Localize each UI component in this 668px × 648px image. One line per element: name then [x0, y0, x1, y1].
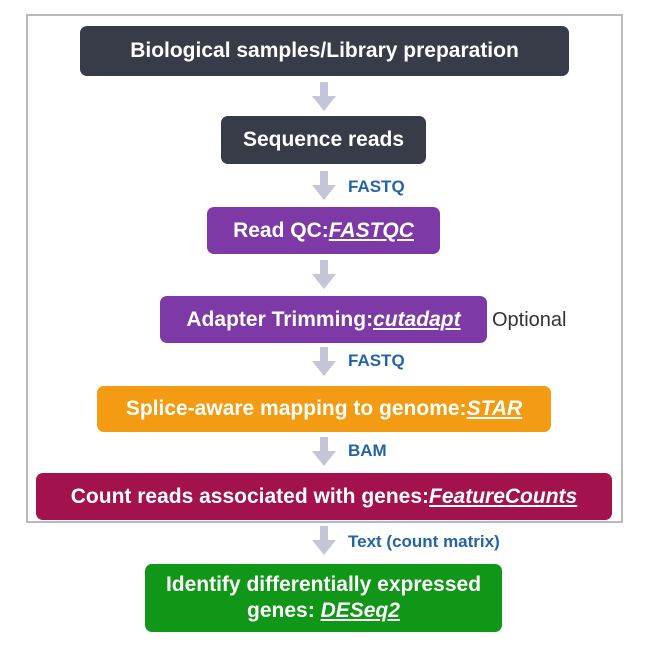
step-label: Adapter Trimming: [186, 307, 374, 331]
step-label: Sequence reads [242, 128, 405, 151]
arrow-down-icon [312, 437, 336, 466]
step-read-qc: Read QC: FASTQC [207, 207, 440, 254]
step-adapter-trimming: Adapter Trimming: cutadapt [160, 296, 487, 343]
arrow-down-icon [312, 82, 336, 111]
step-count-reads: Count reads associated with genes: Featu… [36, 473, 612, 520]
step-library-preparation: Biological samples/Library preparation [80, 26, 569, 76]
step-label: Biological samples/Library preparation [130, 39, 519, 62]
step-label-line1: Identify differentially expressed [165, 573, 482, 596]
edge-label-fastq: FASTQ [348, 177, 405, 196]
step-differential-expression: Identify differentially expressed genes:… [145, 564, 502, 632]
tool-name: DESeq2 [320, 599, 400, 622]
optional-label: Optional [492, 309, 567, 331]
tool-name: STAR [466, 397, 523, 420]
step-label-line2: genes: DESeq2 [247, 598, 400, 624]
arrow-down-icon [312, 347, 336, 376]
edge-label-count-matrix: Text (count matrix) [348, 532, 500, 551]
step-label: genes: [247, 599, 321, 622]
step-label: Splice-aware mapping to genome: [125, 397, 467, 420]
step-splice-aware-mapping: Splice-aware mapping to genome: STAR [97, 386, 551, 432]
tool-name: cutadapt [373, 307, 461, 331]
pipeline-frame [26, 14, 623, 523]
tool-name: FASTQC [328, 218, 414, 242]
step-label: Read QC: [233, 218, 329, 242]
arrow-down-icon [312, 526, 336, 555]
tool-name: FeatureCounts [429, 484, 578, 508]
step-label: Count reads associated with genes: [70, 484, 430, 508]
edge-label-bam: BAM [348, 441, 387, 460]
step-sequence-reads: Sequence reads [221, 116, 426, 164]
arrow-down-icon [312, 260, 336, 289]
edge-label-fastq: FASTQ [348, 351, 405, 370]
arrow-down-icon [312, 171, 336, 200]
